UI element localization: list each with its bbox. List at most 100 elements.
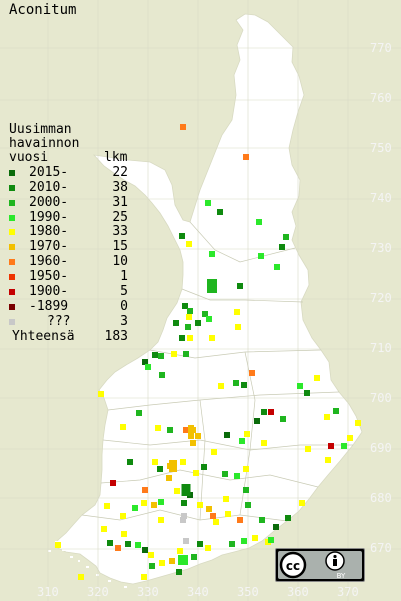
observation-dot [229, 541, 235, 547]
observation-dot [125, 541, 131, 547]
observation-dot [195, 320, 201, 326]
legend-item-label: 1990- [29, 209, 69, 225]
legend-swatch [9, 199, 15, 206]
observation-dot [158, 499, 164, 505]
observation-dot [347, 435, 353, 441]
observation-dot [299, 500, 305, 506]
legend-swatch [9, 318, 15, 325]
legend-item-count: 5 [120, 284, 128, 300]
observation-dot [148, 552, 154, 558]
y-axis-label: 670 [370, 541, 392, 555]
x-axis-label: 310 [37, 585, 59, 599]
observation-dot [218, 383, 224, 389]
observation-dot [268, 537, 274, 543]
observation-dot [98, 391, 104, 397]
x-axis-label: 370 [337, 585, 359, 599]
observation-dot [120, 424, 126, 430]
y-axis-label: 720 [370, 291, 392, 305]
legend-swatch [9, 244, 15, 251]
legend-item-count: 25 [112, 209, 128, 225]
observation-dot [206, 506, 212, 512]
observation-dot [173, 320, 179, 326]
observation-dot [187, 335, 193, 341]
observation-dot [101, 526, 107, 532]
observation-dot [209, 335, 215, 341]
legend-heading-2: havainnon [9, 136, 80, 151]
observation-dot [341, 443, 347, 449]
legend: Uusimman havainnon vuosi lkm 2015- 22 2010… [9, 123, 128, 345]
x-axis-label: 360 [287, 585, 309, 599]
observation-dot [201, 464, 207, 470]
legend-swatch [9, 169, 15, 176]
legend-item: 1970- 15 [9, 240, 128, 255]
observation-dot [249, 370, 255, 376]
observation-dot [191, 554, 197, 560]
observation-dot [110, 480, 116, 486]
observation-dot [151, 502, 157, 508]
observation-dot [258, 253, 264, 259]
y-axis-label: 760 [370, 91, 392, 105]
observation-dot [241, 382, 247, 388]
legend-item-label: 1950- [29, 269, 69, 285]
observation-dot [152, 459, 158, 465]
observation-dot [190, 440, 196, 446]
map-title: Aconitum [9, 2, 77, 18]
observation-dot [179, 335, 185, 341]
legend-item-count: 15 [112, 239, 128, 255]
observation-dot [176, 569, 182, 575]
cc-icon: cc [279, 551, 307, 579]
observation-dot [167, 427, 173, 433]
legend-total: Yhteensä 183 [9, 329, 128, 345]
observation-dot [304, 390, 310, 396]
legend-item-count: 31 [112, 194, 128, 210]
observation-dot [197, 502, 203, 508]
observation-dot [206, 316, 212, 322]
observation-dot [155, 425, 161, 431]
observation-dot [187, 308, 193, 314]
observation-dot [243, 466, 249, 472]
legend-items: 2015- 22 2010- 38 2000- 31 1990- 25 1980- 33 1970-… [9, 165, 128, 330]
observation-dot [261, 409, 267, 415]
observation-dot [209, 251, 215, 257]
observation-dot [261, 440, 267, 446]
observation-cluster [178, 555, 188, 565]
cc-by-badge[interactable]: cc BY [275, 548, 365, 582]
legend-item-count: 22 [112, 164, 128, 180]
observation-dot [241, 538, 247, 544]
observation-dot [279, 244, 285, 250]
y-axis-label: 710 [370, 341, 392, 355]
x-axis-label: 340 [187, 585, 209, 599]
observation-dot [142, 487, 148, 493]
legend-item-label: 1900- [29, 284, 69, 300]
observation-dot [152, 352, 158, 358]
observation-dot [177, 548, 183, 554]
observation-dot [104, 503, 110, 509]
observation-dot [224, 432, 230, 438]
observation-dot [121, 531, 127, 537]
observation-dot [268, 409, 274, 415]
legend-item: 1960- 10 [9, 255, 128, 270]
observation-dot [183, 538, 189, 544]
legend-item: 1990- 25 [9, 209, 128, 226]
observation-dot [127, 459, 133, 465]
legend-swatch [9, 214, 15, 221]
x-axis-label: 320 [87, 585, 109, 599]
observation-dot [158, 517, 164, 523]
attribution-icon [325, 551, 345, 571]
observation-dot [107, 540, 113, 546]
observation-dot [142, 359, 148, 365]
observation-dot [235, 324, 241, 330]
observation-dot [256, 219, 262, 225]
observation-dot [78, 574, 84, 580]
observation-dot [180, 124, 186, 130]
svg-text:cc: cc [286, 559, 300, 573]
observation-dot [182, 303, 188, 309]
observation-dot [314, 375, 320, 381]
observation-dot [234, 309, 240, 315]
y-axis-label: 730 [370, 241, 392, 255]
y-axis-label: 740 [370, 191, 392, 205]
observation-dot [244, 431, 250, 437]
legend-heading-row: vuosi lkm [9, 151, 127, 166]
license-by-label: BY [336, 572, 346, 580]
